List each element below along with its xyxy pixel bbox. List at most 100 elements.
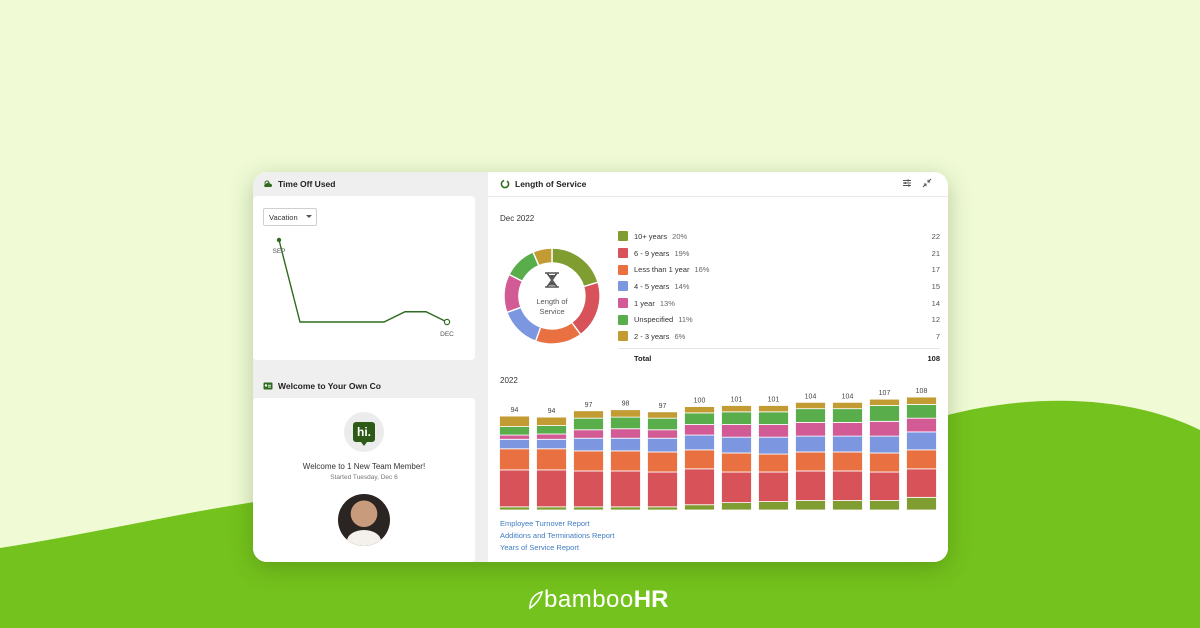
bar-segment[interactable]	[684, 468, 715, 506]
bar-segment[interactable]	[647, 451, 678, 473]
bar-segment[interactable]	[499, 469, 530, 508]
line-end-point[interactable]	[443, 318, 451, 326]
bar-segment[interactable]	[795, 401, 826, 410]
additions-terminations-report-link[interactable]: Additions and Terminations Report	[500, 531, 615, 540]
legend-item[interactable]: 2 - 3 years 6% 7	[618, 328, 940, 345]
line-start-point[interactable]	[276, 237, 282, 243]
bar-segment[interactable]	[647, 411, 678, 419]
bar-segment[interactable]	[536, 506, 567, 511]
bar-segment[interactable]	[721, 502, 752, 511]
bar-segment[interactable]	[832, 421, 863, 437]
avatar[interactable]	[338, 494, 390, 546]
collapse-icon[interactable]	[922, 178, 932, 188]
bar-segment[interactable]	[536, 469, 567, 508]
bar-segment[interactable]	[499, 434, 530, 440]
bar-segment[interactable]	[869, 452, 900, 473]
bar-segment[interactable]	[758, 453, 789, 473]
bar-segment[interactable]	[536, 448, 567, 471]
legend-item[interactable]: 1 year 13% 14	[618, 295, 940, 312]
bar-segment[interactable]	[795, 451, 826, 472]
bar-segment[interactable]	[610, 470, 641, 508]
bar-segment[interactable]	[869, 405, 900, 422]
bar-segment[interactable]	[906, 496, 937, 511]
bar-segment[interactable]	[869, 471, 900, 501]
years-of-service-report-link[interactable]: Years of Service Report	[500, 543, 579, 552]
bar-segment[interactable]	[721, 436, 752, 454]
bar-segment[interactable]	[795, 408, 826, 423]
bar-segment[interactable]	[684, 412, 715, 425]
legend-item[interactable]: 10+ years 20% 22	[618, 228, 940, 245]
bar-segment[interactable]	[832, 470, 863, 501]
bar-segment[interactable]	[758, 436, 789, 455]
bar-segment[interactable]	[758, 501, 789, 511]
bar-segment[interactable]	[869, 420, 900, 437]
bar-segment[interactable]	[684, 504, 715, 511]
bar-segment[interactable]	[499, 448, 530, 471]
bar-segment[interactable]	[906, 449, 937, 470]
bar-segment[interactable]	[536, 438, 567, 450]
bar-segment[interactable]	[573, 437, 604, 452]
employee-turnover-report-link[interactable]: Employee Turnover Report	[500, 519, 590, 528]
bar-segment[interactable]	[684, 406, 715, 414]
legend-item[interactable]: Unspecified 11% 12	[618, 311, 940, 328]
bar-segment[interactable]	[647, 506, 678, 511]
bar-segment[interactable]	[536, 425, 567, 435]
bar-segment[interactable]	[610, 409, 641, 418]
bar-segment[interactable]	[758, 424, 789, 438]
bar-segment[interactable]	[647, 471, 678, 508]
bar-segment[interactable]	[536, 416, 567, 426]
bar-segment[interactable]	[610, 416, 641, 430]
bar-segment[interactable]	[647, 417, 678, 431]
donut-slice[interactable]	[532, 247, 553, 267]
bar-segment[interactable]	[573, 417, 604, 431]
bar-segment[interactable]	[721, 411, 752, 425]
bar-segment[interactable]	[499, 438, 530, 450]
bar-segment[interactable]	[906, 396, 937, 405]
bar-segment[interactable]	[573, 410, 604, 419]
bar-segment[interactable]	[610, 506, 641, 511]
bar-segment[interactable]	[610, 437, 641, 452]
bar-segment[interactable]	[906, 417, 937, 433]
bar-segment[interactable]	[721, 452, 752, 473]
bar-segment[interactable]	[573, 470, 604, 508]
bar-segment[interactable]	[684, 449, 715, 470]
legend-item[interactable]: 4 - 5 years 14% 15	[618, 278, 940, 295]
bar-segment[interactable]	[499, 426, 530, 436]
bar-segment[interactable]	[721, 471, 752, 504]
bar-segment[interactable]	[758, 471, 789, 502]
bar-segment[interactable]	[906, 468, 937, 498]
bar-segment[interactable]	[795, 470, 826, 501]
settings-sliders-icon[interactable]	[902, 178, 912, 188]
bar-segment[interactable]	[610, 428, 641, 439]
bar-segment[interactable]	[758, 405, 789, 413]
bar-segment[interactable]	[499, 415, 530, 428]
bar-segment[interactable]	[832, 435, 863, 453]
bar-segment[interactable]	[795, 435, 826, 453]
bar-segment[interactable]	[795, 500, 826, 511]
bar-segment[interactable]	[721, 424, 752, 438]
bar-segment[interactable]	[721, 405, 752, 413]
bar-segment[interactable]	[499, 506, 530, 511]
legend-item[interactable]: Less than 1 year 16% 17	[618, 261, 940, 278]
bar-segment[interactable]	[869, 398, 900, 406]
bar-segment[interactable]	[832, 500, 863, 511]
bar-segment[interactable]	[869, 500, 900, 511]
bar-segment[interactable]	[573, 450, 604, 472]
bar-segment[interactable]	[906, 404, 937, 419]
bar-segment[interactable]	[573, 506, 604, 511]
bar-segment[interactable]	[869, 435, 900, 454]
bar-segment[interactable]	[573, 429, 604, 439]
bar-segment[interactable]	[647, 429, 678, 439]
bar-segment[interactable]	[684, 424, 715, 436]
bar-segment[interactable]	[610, 450, 641, 472]
bar-segment[interactable]	[832, 451, 863, 472]
bar-segment[interactable]	[832, 401, 863, 410]
bar-segment[interactable]	[906, 431, 937, 451]
bar-segment[interactable]	[684, 434, 715, 451]
bar-segment[interactable]	[758, 411, 789, 425]
bar-segment[interactable]	[832, 408, 863, 423]
bar-segment[interactable]	[795, 421, 826, 437]
time-off-type-select[interactable]: Vacation	[263, 208, 317, 226]
bar-segment[interactable]	[647, 437, 678, 453]
bar-segment[interactable]	[536, 433, 567, 440]
